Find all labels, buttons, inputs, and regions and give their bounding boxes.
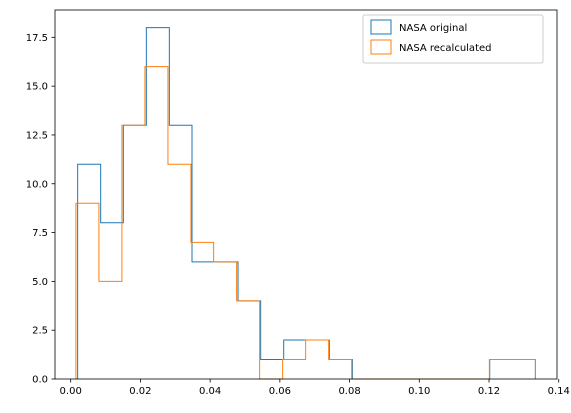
legend-label-nasa-original: NASA original: [399, 23, 467, 34]
y-tick-label: 15.0: [26, 82, 48, 93]
x-tick-label: 0.04: [199, 386, 221, 397]
y-tick-label: 7.5: [32, 228, 48, 239]
series-layer: [75, 27, 536, 380]
histogram-step-nasa-original: [77, 27, 536, 380]
y-tick-label: 17.5: [26, 33, 48, 44]
x-axis-ticks: 0.00 0.02 0.04 0.06 0.08 0.10 0.12 0.14: [60, 379, 570, 397]
legend-label-nasa-recalculated: NASA recalculated: [399, 43, 492, 54]
x-tick-label: 0.12: [478, 386, 500, 397]
y-tick-label: 0.0: [32, 375, 48, 386]
y-tick-label: 12.5: [26, 130, 48, 141]
y-tick-label: 2.5: [32, 326, 48, 337]
x-tick-label: 0.06: [269, 386, 291, 397]
x-tick-label: 0.00: [60, 386, 82, 397]
legend-swatch-nasa-original: [370, 19, 392, 35]
legend-box: [362, 14, 544, 64]
plot-area-border: [54, 9, 558, 380]
legend: NASA original NASA recalculated: [362, 14, 544, 64]
y-tick-label: 10.0: [26, 179, 48, 190]
x-tick-label: 0.14: [548, 386, 570, 397]
x-tick-label: 0.02: [129, 386, 151, 397]
axes-frame: [54, 9, 558, 380]
x-tick-label: 0.08: [338, 386, 360, 397]
histogram-step-nasa-recalculated: [75, 66, 536, 380]
x-tick-label: 0.10: [408, 386, 430, 397]
y-axis-ticks: 0.0 2.5 5.0 7.5 10.0 12.5 15.0 17.5: [26, 33, 55, 386]
y-tick-label: 5.0: [32, 277, 48, 288]
legend-swatch-nasa-recalculated: [370, 39, 392, 55]
